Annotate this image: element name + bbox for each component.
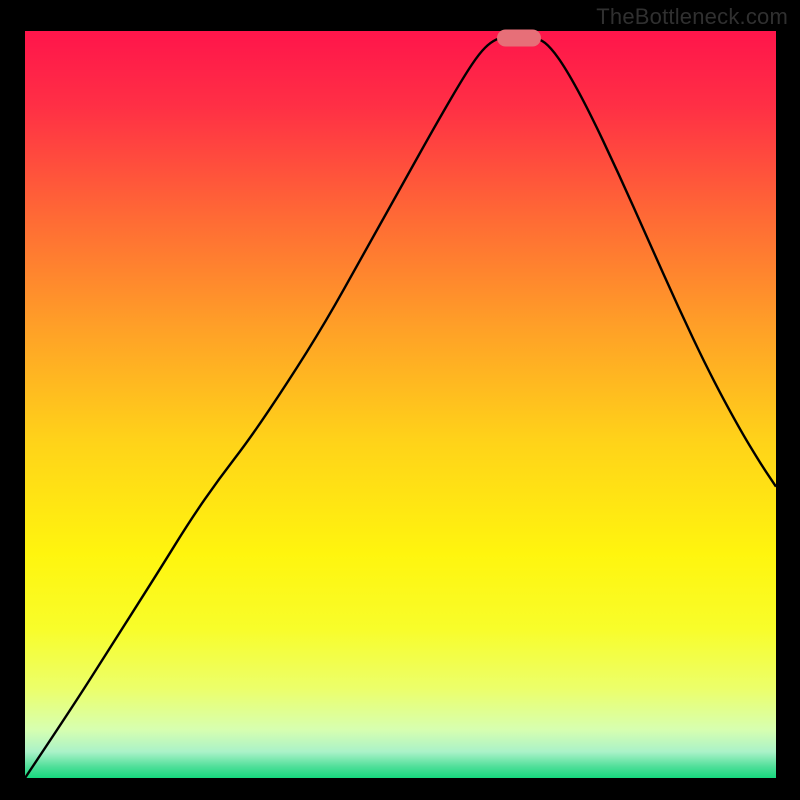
chart-canvas: TheBottleneck.com: [0, 0, 800, 800]
watermark-text: TheBottleneck.com: [596, 4, 788, 30]
gradient-background: [25, 31, 776, 778]
plot-area: [25, 31, 776, 778]
gradient-rect: [25, 31, 776, 778]
optimum-marker: [497, 29, 541, 46]
